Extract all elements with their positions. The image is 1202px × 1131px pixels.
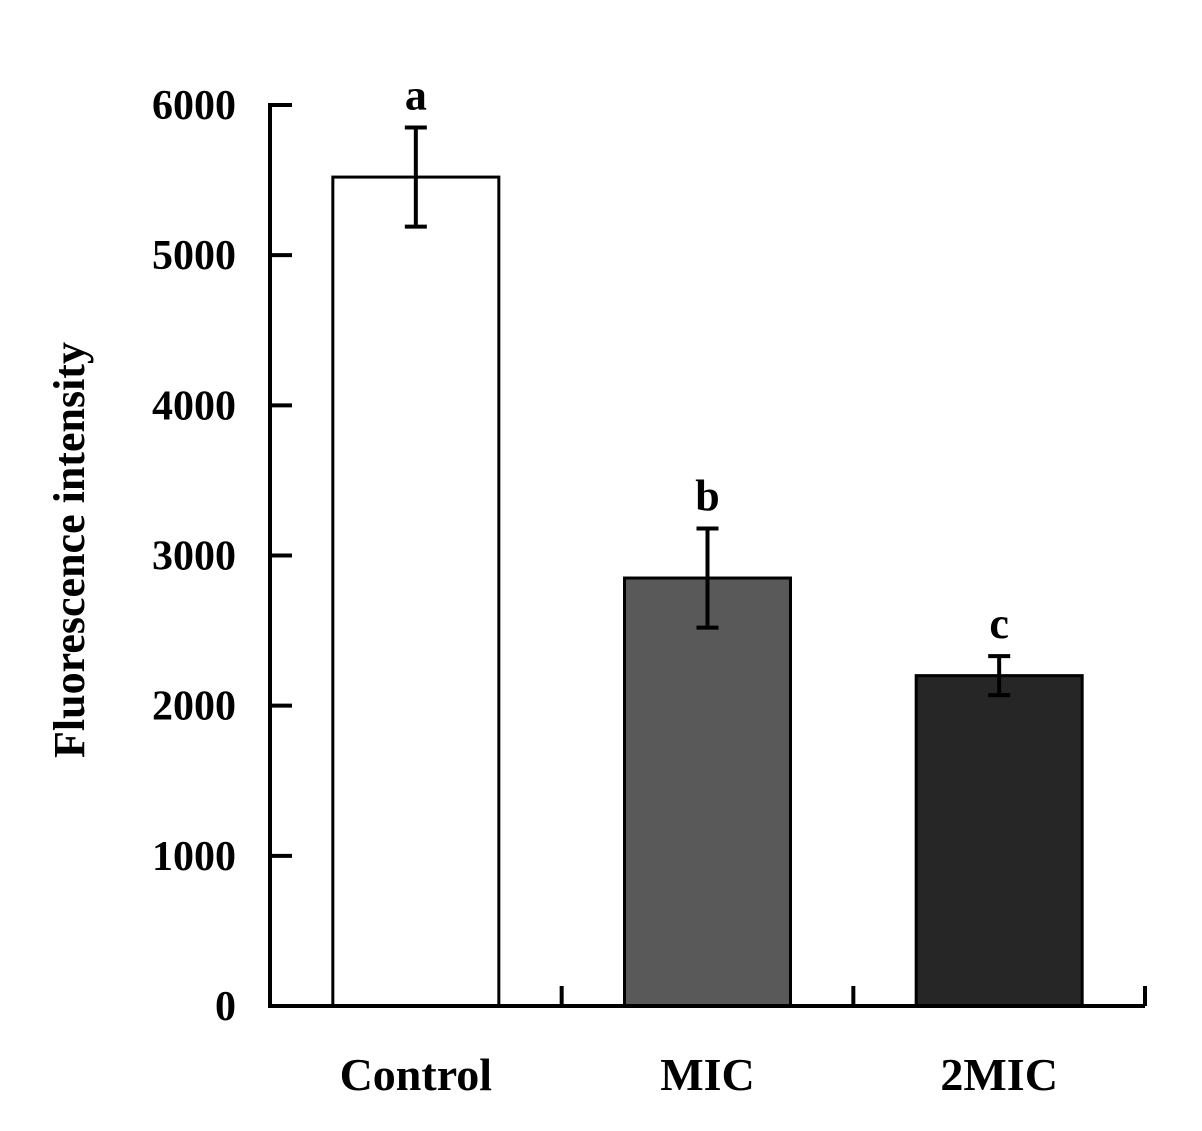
bar-control bbox=[331, 175, 501, 1008]
error-bars bbox=[404, 125, 1011, 698]
y-tick-label: 5000 bbox=[152, 233, 236, 279]
y-tick-label: 0 bbox=[215, 984, 236, 1030]
significance-letter: a bbox=[405, 71, 427, 120]
bar-2mic bbox=[914, 674, 1084, 1008]
x-tick-label: MIC bbox=[660, 1049, 755, 1100]
significance-letter: b bbox=[695, 471, 719, 520]
y-axis-label: Fluorescence intensity bbox=[45, 342, 94, 758]
bar-mic bbox=[623, 576, 792, 1008]
y-axis-ticks: 0 1000 2000 3000 4000 5000 6000 bbox=[152, 83, 292, 1030]
y-tick-label: 4000 bbox=[152, 383, 236, 429]
y-tick-label: 2000 bbox=[152, 684, 236, 730]
bars bbox=[331, 175, 1084, 1008]
significance-letters: a b c bbox=[405, 71, 1009, 649]
y-tick-label: 6000 bbox=[152, 83, 236, 129]
y-tick-label: 3000 bbox=[152, 534, 236, 580]
y-tick-label: 1000 bbox=[152, 834, 236, 880]
x-tick-label: 2MIC bbox=[940, 1049, 1058, 1100]
x-axis-ticks: Control MIC 2MIC bbox=[340, 986, 1147, 1100]
significance-letter: c bbox=[989, 599, 1009, 648]
x-tick-label: Control bbox=[340, 1049, 493, 1100]
